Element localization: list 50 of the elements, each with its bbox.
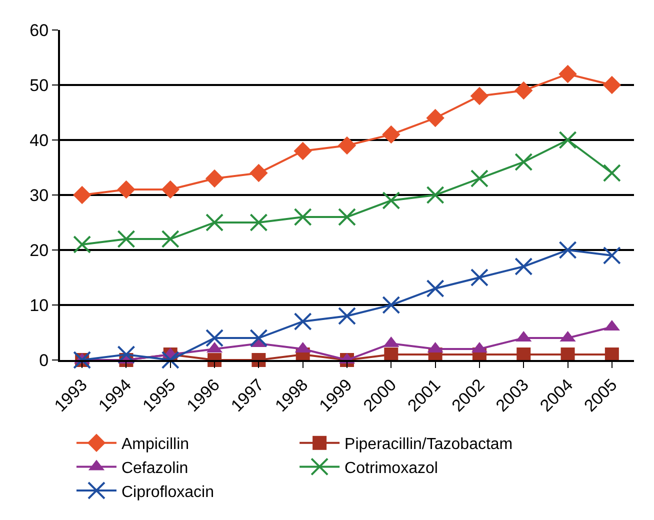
legend-label: Cotrimoxazol (344, 460, 438, 477)
point (338, 136, 356, 155)
point (338, 307, 356, 325)
point (514, 153, 533, 171)
point (514, 81, 533, 100)
legend-label: Ciprofloxacin (121, 484, 214, 501)
point (206, 329, 224, 347)
point (117, 180, 136, 199)
point (426, 280, 444, 298)
y-tick-label: 30 (30, 186, 49, 205)
point (602, 76, 622, 94)
point (117, 346, 136, 364)
y-tick-label: 0 (39, 350, 49, 370)
y-tick-label: 20 (30, 240, 49, 260)
point (205, 169, 224, 188)
y-tick-label: 10 (30, 296, 49, 315)
point (382, 192, 400, 210)
point (250, 214, 268, 232)
point (161, 230, 180, 248)
point (294, 142, 312, 160)
y-tick-label: 50 (30, 76, 49, 95)
point (294, 208, 312, 226)
legend-label: Cefazolin (121, 460, 188, 477)
point (514, 258, 533, 276)
point (338, 208, 356, 226)
point (558, 131, 577, 149)
point (602, 164, 621, 182)
y-tick-label: 60 (30, 20, 49, 40)
point (426, 186, 444, 204)
point (426, 108, 444, 128)
legend-label: Piperacillin/Tazobactam (344, 436, 513, 454)
point (470, 170, 488, 188)
point (206, 214, 224, 232)
point (602, 246, 621, 264)
point (117, 230, 136, 248)
point (382, 296, 400, 314)
point (558, 241, 577, 259)
point (382, 125, 400, 144)
point (72, 186, 92, 204)
point (250, 164, 268, 182)
point (250, 329, 268, 347)
point (73, 236, 92, 254)
point (470, 268, 488, 286)
point (558, 64, 577, 84)
point (161, 351, 180, 369)
point (161, 180, 180, 199)
point (470, 86, 489, 106)
point (294, 312, 312, 330)
y-tick-label: 40 (30, 130, 49, 150)
legend-label: Ampicillin (121, 436, 190, 454)
